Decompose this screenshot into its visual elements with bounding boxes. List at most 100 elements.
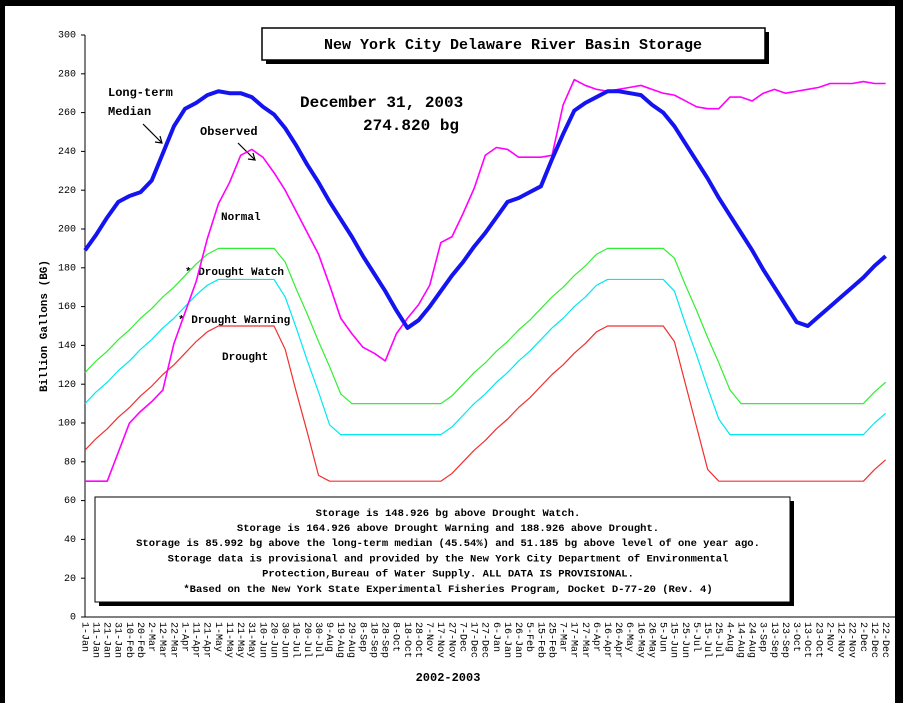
- x-tick-label: 23-Oct: [812, 622, 823, 658]
- x-tick-label: 10-Jun: [256, 622, 267, 658]
- x-tick-label: 25-Jun: [679, 622, 690, 658]
- observed-label: Observed: [200, 125, 258, 139]
- x-tick-label: 5-Jul: [690, 622, 702, 652]
- x-tick-label: 12-Dec: [868, 622, 879, 658]
- x-tick-label: 17-Nov: [434, 622, 445, 658]
- x-tick-label: 1-May: [212, 622, 223, 652]
- x-tick-label: 10-Feb: [123, 622, 135, 658]
- x-tick-label: 27-Mar: [579, 622, 590, 658]
- x-tick-label: 7-Dec: [456, 622, 467, 652]
- note-line: *Based on the New York State Experimenta…: [183, 584, 712, 596]
- series-line: [84, 278, 887, 436]
- x-tick-label: 2-Nov: [823, 622, 834, 652]
- y-tick-label: 300: [58, 31, 76, 42]
- note-line: Storage is 164.926 above Drought Warning…: [237, 523, 659, 535]
- x-tick-label: 8-Sep: [356, 622, 367, 652]
- y-tick-label: 220: [58, 186, 76, 197]
- note-line: Protection,Bureau of Water Supply. ALL D…: [262, 569, 634, 581]
- x-tick-label: 27-Nov: [445, 622, 456, 658]
- series-line: [83, 89, 887, 330]
- date-label: December 31, 2003: [300, 94, 463, 112]
- x-tick-label: 18-Oct: [401, 622, 412, 658]
- median-label: Long-term Median: [108, 86, 173, 119]
- x-tick-label: 19-Aug: [334, 622, 345, 658]
- x-axis-label: 2002-2003: [416, 671, 481, 685]
- x-tick-label: 1-Jan: [78, 622, 89, 652]
- x-tick-label: 22-Dec: [879, 622, 890, 658]
- x-tick-label: 14-Aug: [734, 622, 745, 658]
- x-tick-label: 6-May: [623, 622, 634, 652]
- x-tick-label: 21-Jan: [101, 622, 112, 658]
- x-tick-label: 18-Sep: [367, 622, 378, 658]
- x-tick-label: 17-Dec: [468, 622, 479, 658]
- arrow-head: [154, 135, 163, 144]
- y-tick-label: 200: [58, 225, 76, 236]
- x-tick-label: 10-Jul: [290, 622, 302, 658]
- x-tick-label: 31-Jan: [112, 622, 123, 658]
- note-line: Storage is 85.992 bg above the long-term…: [136, 538, 760, 550]
- x-tick-label: 7-Nov: [423, 622, 434, 652]
- x-tick-label: 16-Apr: [601, 622, 612, 658]
- x-tick-label: 16-Jan: [501, 622, 512, 658]
- x-tick-label: 15-Feb: [534, 622, 546, 658]
- arrow-head: [247, 152, 256, 161]
- x-tick-label: 3-Oct: [790, 622, 801, 652]
- y-tick-label: 80: [64, 457, 76, 468]
- x-tick-label: 7-Mar: [557, 622, 568, 652]
- x-tick-label: 27-Dec: [479, 622, 490, 658]
- x-tick-label: 5-Jun: [657, 622, 668, 652]
- y-tick-label: 280: [58, 69, 76, 80]
- drought-label: Drought: [222, 352, 268, 364]
- x-tick-label: 16-May: [634, 622, 645, 658]
- y-tick-label: 60: [64, 496, 76, 507]
- x-tick-label: 20-Jun: [267, 622, 278, 658]
- x-tick-label: 29-Aug: [345, 622, 356, 658]
- y-tick-label: 140: [58, 341, 76, 352]
- x-tick-label: 6-Jan: [490, 622, 501, 652]
- note-line: Storage data is provisional and provided…: [168, 553, 729, 565]
- x-tick-label: 11-May: [223, 622, 234, 658]
- x-tick-label: 20-Jul: [301, 622, 313, 658]
- title-box: [261, 27, 766, 61]
- x-tick-label: 4-Aug: [723, 622, 734, 652]
- x-tick-label: 12-Nov: [835, 622, 846, 658]
- x-tick-label: 30-Jun: [279, 622, 290, 658]
- x-tick-label: 12-Mar: [156, 622, 167, 658]
- x-tick-label: 13-Oct: [801, 622, 812, 658]
- x-tick-label: 15-Jul: [701, 622, 713, 658]
- y-tick-label: 20: [64, 574, 76, 585]
- x-tick-label: 31-May: [245, 622, 256, 658]
- series-line: [85, 78, 886, 483]
- x-tick-label: 26-Apr: [612, 622, 623, 658]
- x-tick-label: 21-Apr: [201, 622, 212, 658]
- x-tick-label: 15-Jun: [668, 622, 679, 658]
- y-tick-label: 160: [58, 302, 76, 313]
- x-tick-label: 2-Mar: [145, 622, 156, 652]
- y-tick-label: 260: [58, 108, 76, 119]
- x-tick-label: 28-Oct: [412, 622, 423, 658]
- note-line: Storage is 148.926 bg above Drought Watc…: [316, 508, 581, 520]
- y-tick-label: 100: [58, 419, 76, 430]
- y-tick-label: 0: [70, 613, 76, 624]
- x-tick-label: 24-Aug: [746, 622, 757, 658]
- x-tick-label: 2-Dec: [857, 622, 868, 652]
- warning-label: * Drought Warning: [178, 315, 290, 327]
- x-tick-label: 9-Aug: [323, 622, 334, 652]
- plot: 0 20 40 60 80 100 120 140 160 180 200 220 240 260 280 3…: [58, 31, 890, 658]
- x-tick-label: 26-May: [645, 622, 656, 658]
- watch-label: * Drought Watch: [185, 267, 284, 279]
- notes-box: [94, 496, 791, 603]
- x-tick-label: 28-Sep: [379, 622, 390, 658]
- storage-label: 274.820 bg: [363, 117, 459, 135]
- x-tick-label: 5-Feb: [523, 622, 535, 652]
- x-tick-label: 26-Jan: [512, 622, 523, 658]
- series-line: [84, 325, 887, 482]
- x-tick-label: 3-Sep: [757, 622, 768, 652]
- x-tick-label: 23-Sep: [779, 622, 790, 658]
- y-tick-label: 180: [58, 263, 76, 274]
- y-tick-label: 120: [58, 380, 76, 391]
- y-tick-label: 240: [58, 147, 76, 158]
- x-tick-label: 8-Oct: [390, 622, 401, 652]
- x-tick-label: 6-Apr: [590, 622, 601, 652]
